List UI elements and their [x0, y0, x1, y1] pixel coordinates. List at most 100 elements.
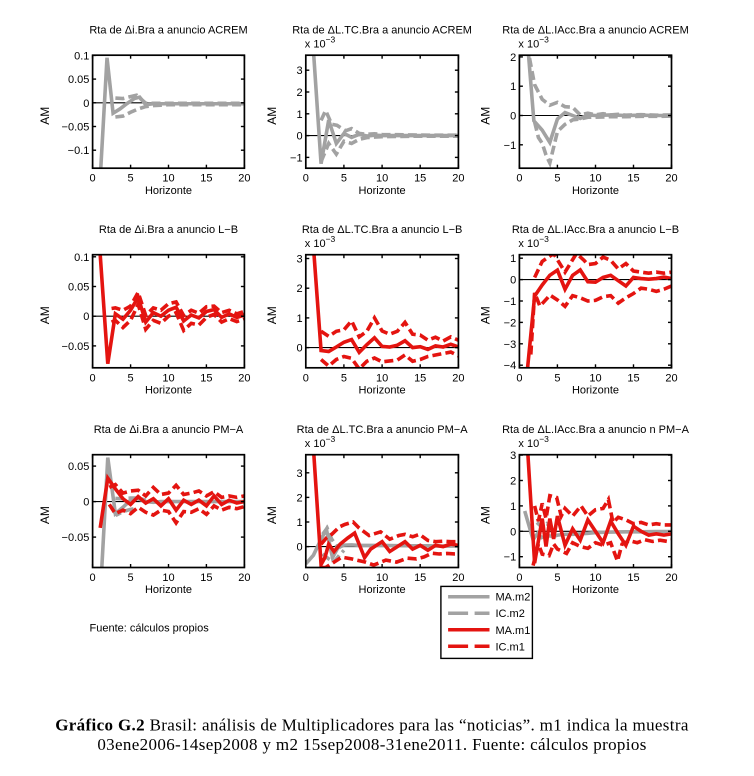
svg-text:10: 10	[589, 173, 601, 185]
svg-text:5: 5	[128, 173, 134, 185]
svg-text:0: 0	[296, 131, 302, 143]
svg-text:1: 1	[510, 81, 516, 93]
svg-text:Rta de ΔL.TC.Bra a anuncio L−B: Rta de ΔL.TC.Bra a anuncio L−B	[302, 224, 463, 236]
svg-text:AM: AM	[38, 506, 52, 524]
svg-text:0: 0	[510, 526, 516, 538]
svg-text:5: 5	[341, 173, 347, 185]
svg-text:0: 0	[303, 372, 309, 384]
svg-text:20: 20	[452, 572, 464, 584]
svg-text:2: 2	[510, 52, 516, 64]
svg-text:15: 15	[627, 173, 639, 185]
svg-text:0: 0	[303, 572, 309, 584]
svg-text:Rta de Δi.Bra a anuncio PM−A: Rta de Δi.Bra a anuncio PM−A	[94, 424, 244, 436]
svg-text:0: 0	[83, 98, 89, 110]
svg-text:1: 1	[296, 313, 302, 325]
svg-text:−1: −1	[504, 552, 517, 564]
svg-text:Horizonte: Horizonte	[145, 584, 192, 596]
svg-text:−1: −1	[290, 152, 303, 164]
svg-text:2: 2	[296, 87, 302, 99]
svg-text:AM: AM	[478, 506, 492, 524]
svg-text:0: 0	[83, 311, 89, 323]
svg-text:IC.m1: IC.m1	[496, 641, 525, 653]
svg-text:15: 15	[414, 372, 426, 384]
svg-text:2: 2	[296, 492, 302, 504]
svg-text:0: 0	[296, 343, 302, 355]
svg-text:AM: AM	[38, 306, 52, 324]
svg-text:10: 10	[589, 572, 601, 584]
svg-text:5: 5	[341, 572, 347, 584]
svg-text:5: 5	[341, 372, 347, 384]
svg-text:Rta de ΔL.IAcc.Bra a anuncio n: Rta de ΔL.IAcc.Bra a anuncio n PM−A	[502, 424, 689, 436]
svg-text:20: 20	[452, 173, 464, 185]
svg-text:Horizonte: Horizonte	[572, 185, 619, 197]
svg-text:AM: AM	[38, 107, 52, 125]
svg-text:3: 3	[510, 450, 516, 462]
svg-text:MA.m1: MA.m1	[496, 625, 531, 637]
svg-text:15: 15	[414, 173, 426, 185]
svg-text:20: 20	[238, 173, 250, 185]
svg-text:0: 0	[510, 111, 516, 123]
svg-text:−1: −1	[504, 296, 517, 308]
svg-text:−2: −2	[504, 317, 517, 329]
svg-text:−0.05: −0.05	[62, 122, 90, 134]
svg-text:−0.05: −0.05	[62, 532, 90, 544]
svg-text:AM: AM	[478, 107, 492, 125]
svg-text:1: 1	[510, 501, 516, 513]
svg-text:3: 3	[296, 468, 302, 480]
svg-text:−0.05: −0.05	[62, 341, 90, 353]
svg-text:Gráfico G.2 Brasil: análisis d: Gráfico G.2 Brasil: análisis de Multipli…	[55, 716, 689, 735]
svg-text:MA.m2: MA.m2	[496, 592, 531, 604]
svg-text:−0.1: −0.1	[68, 145, 90, 157]
svg-text:IC.m2: IC.m2	[496, 608, 525, 620]
svg-text:Horizonte: Horizonte	[572, 584, 619, 596]
svg-text:5: 5	[128, 372, 134, 384]
svg-text:0: 0	[83, 497, 89, 509]
svg-text:03ene2006-14sep2008 y m2 15sep: 03ene2006-14sep2008 y m2 15sep2008-31ene…	[97, 735, 646, 754]
svg-text:0: 0	[516, 173, 522, 185]
svg-text:20: 20	[665, 572, 677, 584]
svg-text:AM: AM	[478, 306, 492, 324]
svg-text:15: 15	[627, 372, 639, 384]
svg-text:5: 5	[128, 572, 134, 584]
svg-text:10: 10	[376, 372, 388, 384]
svg-text:15: 15	[414, 572, 426, 584]
svg-text:Rta de Δi.Bra a anuncio L−B: Rta de Δi.Bra a anuncio L−B	[99, 224, 238, 236]
svg-text:10: 10	[589, 372, 601, 384]
svg-text:1: 1	[296, 109, 302, 121]
svg-text:2: 2	[510, 476, 516, 488]
svg-text:0: 0	[303, 173, 309, 185]
svg-text:Rta de ΔL.TC.Bra a anuncio PM−: Rta de ΔL.TC.Bra a anuncio PM−A	[297, 424, 469, 436]
svg-text:Horizonte: Horizonte	[359, 584, 406, 596]
svg-text:10: 10	[376, 572, 388, 584]
svg-text:3: 3	[296, 254, 302, 266]
svg-text:10: 10	[162, 173, 174, 185]
svg-text:15: 15	[200, 173, 212, 185]
svg-text:1: 1	[296, 517, 302, 529]
svg-text:0: 0	[90, 372, 96, 384]
svg-text:20: 20	[452, 372, 464, 384]
svg-text:AM: AM	[265, 306, 279, 324]
svg-text:Fuente: cálculos propios: Fuente: cálculos propios	[90, 623, 210, 635]
svg-text:20: 20	[665, 372, 677, 384]
svg-text:10: 10	[376, 173, 388, 185]
svg-text:0: 0	[510, 275, 516, 287]
svg-text:10: 10	[162, 572, 174, 584]
svg-text:AM: AM	[265, 107, 279, 125]
svg-text:5: 5	[554, 572, 560, 584]
svg-text:0.05: 0.05	[68, 282, 89, 294]
svg-text:0: 0	[516, 372, 522, 384]
svg-text:Rta de ΔL.IAcc.Bra a anuncio L: Rta de ΔL.IAcc.Bra a anuncio L−B	[512, 224, 679, 236]
svg-text:0.05: 0.05	[68, 461, 89, 473]
svg-text:0: 0	[516, 572, 522, 584]
svg-text:Rta de Δi.Bra a anuncio ACREM: Rta de Δi.Bra a anuncio ACREM	[89, 25, 247, 37]
svg-text:1: 1	[510, 253, 516, 265]
svg-text:15: 15	[200, 572, 212, 584]
svg-text:20: 20	[665, 173, 677, 185]
svg-text:0: 0	[296, 542, 302, 554]
svg-text:Horizonte: Horizonte	[145, 385, 192, 397]
svg-text:0: 0	[90, 173, 96, 185]
svg-text:Rta de ΔL.IAcc.Bra a anuncio A: Rta de ΔL.IAcc.Bra a anuncio ACREM	[502, 25, 689, 37]
svg-text:Rta de ΔL.TC.Bra a anuncio ACR: Rta de ΔL.TC.Bra a anuncio ACREM	[292, 25, 472, 37]
svg-text:Horizonte: Horizonte	[145, 185, 192, 197]
svg-text:−1: −1	[504, 140, 517, 152]
